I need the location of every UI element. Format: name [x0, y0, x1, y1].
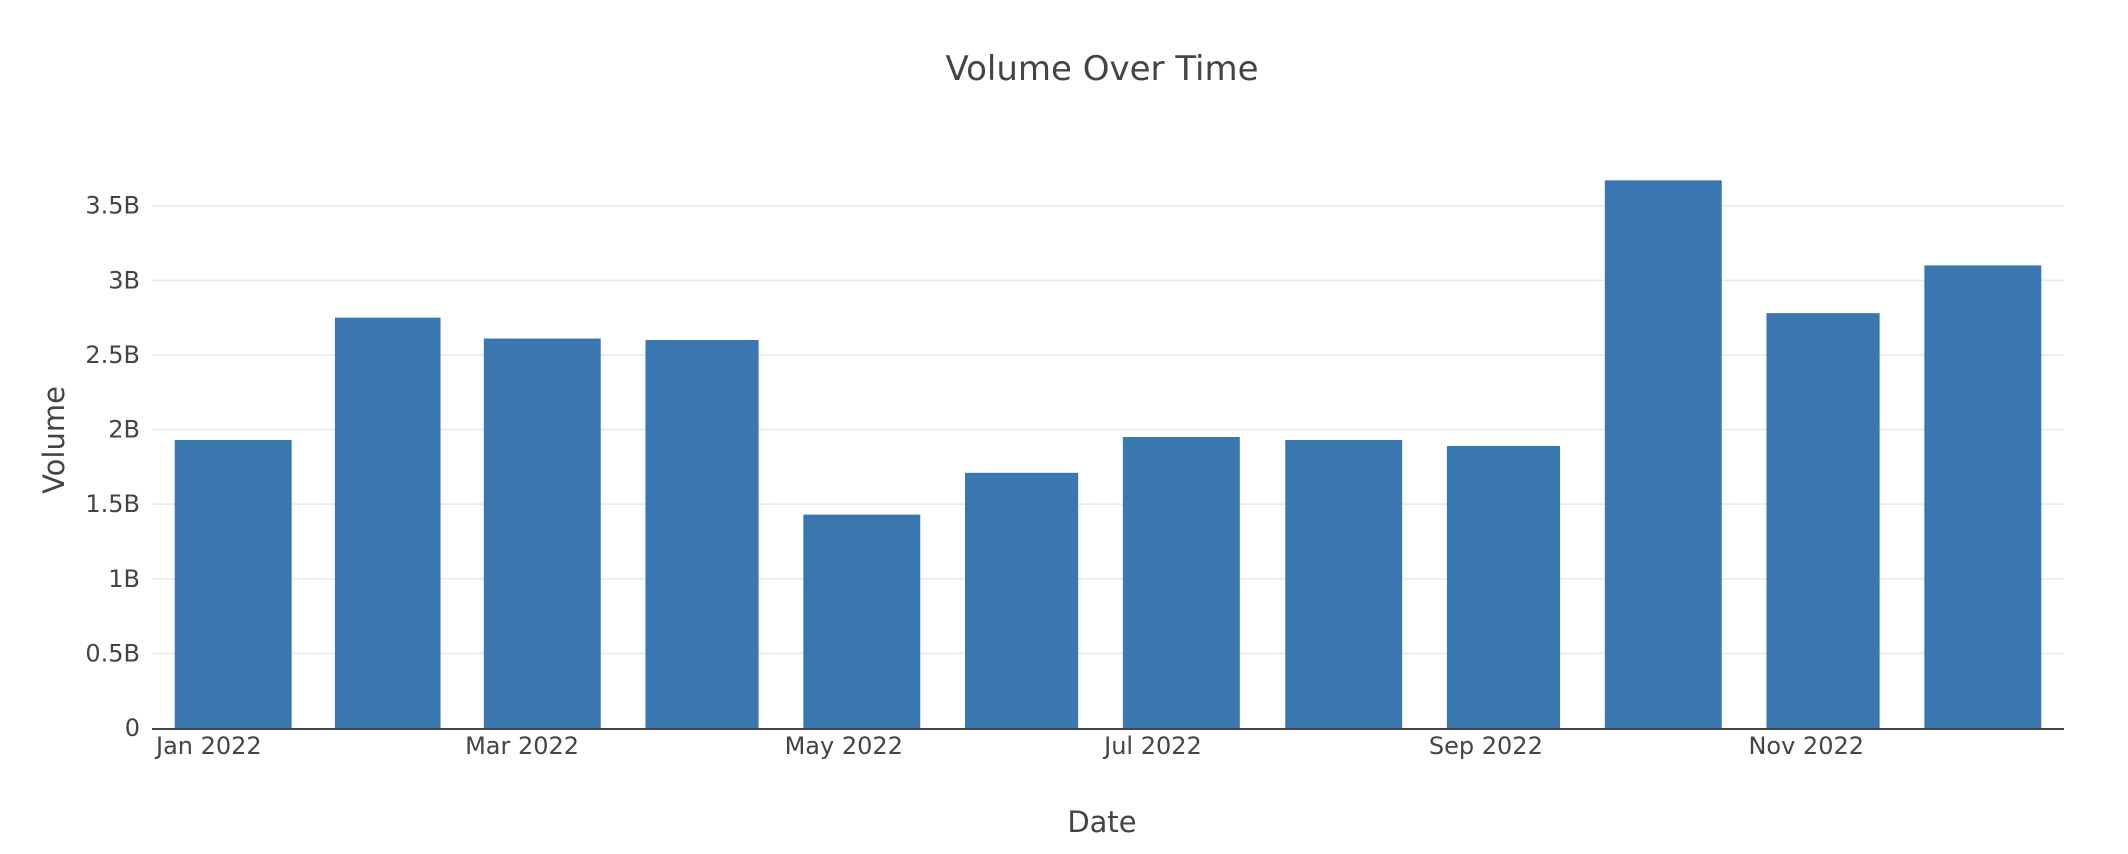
x-tick-label: May 2022 — [785, 732, 903, 760]
chart-title: Volume Over Time — [945, 49, 1258, 89]
bar-2022-01 — [174, 440, 292, 728]
y-axis-title: Volume — [37, 386, 71, 494]
x-tick-label: Nov 2022 — [1748, 732, 1864, 760]
bar-2022-11 — [1766, 313, 1880, 728]
bar-2022-12 — [1924, 265, 2042, 728]
x-axis-title: Date — [1067, 805, 1136, 839]
x-axis-ticks: Jan 2022 Mar 2022 May 2022 Jul 2022 Sep 2022… — [154, 732, 1864, 760]
bar-2022-07 — [1122, 437, 1240, 728]
bar-2022-08 — [1285, 440, 1403, 728]
gridlines — [152, 204, 2064, 655]
x-tick-label: Sep 2022 — [1429, 732, 1543, 760]
bar-2022-09 — [1446, 445, 1561, 728]
y-tick-label: 0 — [125, 714, 140, 742]
bars — [174, 180, 2042, 729]
y-tick-label: 2B — [108, 416, 140, 444]
y-tick-label: 2.5B — [85, 341, 140, 369]
y-tick-label: 1B — [108, 565, 140, 593]
y-axis-ticks: 0 0.5B 1B 1.5B 2B 2.5B 3B 3.5B — [85, 192, 140, 742]
bar-2022-02 — [334, 317, 441, 728]
y-tick-label: 1.5B — [85, 490, 140, 518]
bar-2022-05 — [803, 514, 921, 728]
x-tick-label: Jul 2022 — [1102, 732, 1202, 760]
bar-2022-06 — [964, 472, 1079, 728]
bar-2022-03 — [483, 338, 601, 728]
x-tick-label: Jan 2022 — [154, 732, 262, 760]
bar-2022-04 — [645, 340, 759, 728]
x-tick-label: Mar 2022 — [465, 732, 579, 760]
y-tick-label: 3.5B — [85, 192, 140, 220]
y-tick-label: 0.5B — [85, 639, 140, 667]
y-tick-label: 3B — [108, 266, 140, 294]
bar-2022-10 — [1604, 180, 1722, 729]
